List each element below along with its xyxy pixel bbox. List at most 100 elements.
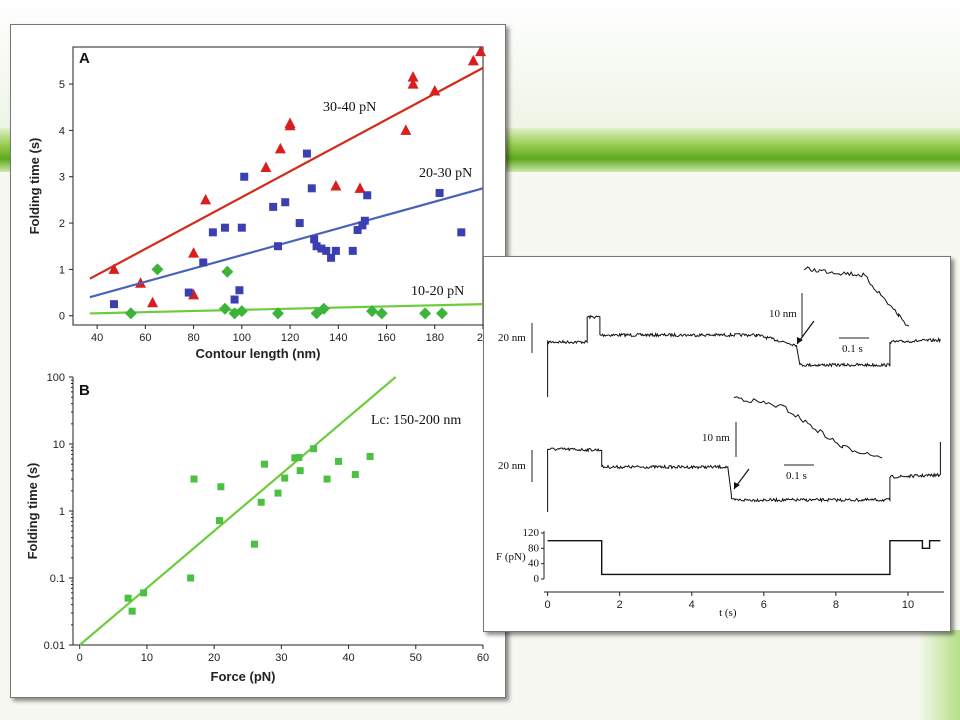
chart-a-data-point <box>284 117 296 128</box>
chart-a-x-axis-label: Contour length (nm) <box>196 346 321 361</box>
chart-c: 0 2 4 6 8 10 t (s) 20 nm 10 nm 0.1 s 20 nm 10 nm 0.1… <box>496 266 944 619</box>
chart-a-data-point <box>307 184 316 193</box>
chart-c-scale-label-1: 20 nm <box>498 332 526 344</box>
chart-a-data-point <box>358 221 367 230</box>
chart-b-data-point <box>261 460 269 468</box>
chart-c-x-tick-label: 0 <box>545 599 551 611</box>
left-figure-svg: 40608010012014016018020012345Contour len… <box>25 45 489 684</box>
chart-a-series-annotation: 30-40 pN <box>323 100 376 115</box>
chart-a-data-point <box>220 223 229 232</box>
chart-c-inset-scale-label-2: 10 nm <box>702 432 730 444</box>
chart-a-data-point <box>360 216 369 225</box>
chart-a-data-point <box>269 202 278 211</box>
chart-c-force-tick-label: 40 <box>528 558 540 570</box>
chart-a-data-point <box>147 296 159 308</box>
chart-a-data-point <box>110 300 118 309</box>
chart-a-data-point <box>366 305 379 318</box>
chart-b-data-point <box>366 453 374 461</box>
chart-b-data-point <box>124 594 132 602</box>
chart-a-data-point <box>354 182 366 193</box>
chart-a-data-point <box>331 246 340 255</box>
chart-a-x-tick-label: 180 <box>426 332 444 344</box>
chart-c-x-tick-label: 4 <box>689 599 695 611</box>
chart-a-data-point <box>221 265 234 278</box>
chart-a-data-point <box>330 180 342 191</box>
chart-b-y-tick-label: 0.01 <box>44 640 65 652</box>
chart-a-x-tick-label: 160 <box>377 332 395 344</box>
chart-a-data-point <box>419 307 432 320</box>
chart-a-fit-line <box>89 66 484 280</box>
chart-b-data-point <box>140 589 148 597</box>
chart-b-data-point <box>190 475 198 483</box>
chart-b-x-tick-label: 10 <box>141 652 153 664</box>
chart-c-inset-time-label-1: 0.1 s <box>842 343 863 355</box>
chart-a-data-point <box>348 246 357 255</box>
chart-b-y-tick-label: 0.1 <box>50 573 65 585</box>
chart-c-force-tick-label: 80 <box>528 542 540 554</box>
chart-a-data-point <box>407 78 419 89</box>
chart-a-x-tick-label: 60 <box>139 332 151 344</box>
chart-b-x-tick-label: 60 <box>477 652 489 664</box>
chart-a-data-point <box>317 244 326 253</box>
chart-a-series-annotation: 20-30 pN <box>419 166 472 181</box>
chart-a-data-point <box>400 124 412 135</box>
chart-a-data-point <box>317 302 330 315</box>
chart-c-inset-time-label-2: 0.1 s <box>786 470 807 482</box>
chart-b-data-point <box>351 471 359 479</box>
chart-c-x-tick-label: 10 <box>902 599 914 611</box>
chart-a-data-point <box>407 71 419 82</box>
chart-c-inset-trace-1 <box>803 266 910 327</box>
chart-b-data-point <box>323 475 331 483</box>
chart-b-x-tick-label: 30 <box>275 652 287 664</box>
chart-a-data-point <box>208 228 217 237</box>
chart-a-y-tick-label: 4 <box>59 125 65 137</box>
chart-a-y-tick-label: 5 <box>59 79 65 91</box>
chart-a-data-point <box>274 242 282 251</box>
chart-a-data-point <box>124 307 137 320</box>
chart-b-x-tick-label: 20 <box>208 652 220 664</box>
chart-a-data-point <box>260 161 272 172</box>
chart-b-y-axis-label: Folding time (s) <box>25 463 40 560</box>
chart-a-x-tick-label: 100 <box>233 332 251 344</box>
chart-a-x-tick-label: 80 <box>187 332 199 344</box>
chart-a-data-point <box>184 288 193 297</box>
chart-a-fit-line <box>89 187 484 299</box>
chart-a-data-point <box>108 263 120 274</box>
chart-c-force-tick-label: 0 <box>534 573 540 585</box>
chart-a-data-point <box>312 242 321 251</box>
chart-c-force-axis-label: F (pN) <box>496 551 526 563</box>
chart-a-data-point <box>274 142 286 154</box>
chart-c-inset-scale-label-1: 10 nm <box>769 308 797 320</box>
chart-a-data-point <box>281 198 290 207</box>
chart-a-data-point <box>295 219 304 228</box>
chart-a-y-axis-label: Folding time (s) <box>27 138 42 235</box>
chart-a: 40608010012014016018020012345Contour len… <box>27 45 489 361</box>
chart-a-data-point <box>235 305 248 318</box>
chart-c-x-tick-label: 6 <box>761 599 767 611</box>
left-figure-panel: 40608010012014016018020012345Contour len… <box>10 24 506 698</box>
chart-a-data-point <box>188 247 200 258</box>
chart-a-data-point <box>429 85 441 96</box>
chart-a-data-point <box>240 172 249 181</box>
chart-a-y-tick-label: 1 <box>59 264 65 276</box>
chart-b-y-tick-label: 100 <box>47 372 65 384</box>
chart-a-data-point <box>322 246 331 255</box>
chart-b-x-axis-label: Force (pN) <box>211 669 276 684</box>
chart-b-data-point <box>187 574 195 582</box>
chart-b-annotation: Lc: 150-200 nm <box>371 413 461 428</box>
chart-c-arrowhead-2 <box>734 482 740 489</box>
chart-a-x-tick-label: 140 <box>329 332 347 344</box>
chart-b-data-point <box>296 467 304 475</box>
chart-b-data-point <box>310 445 318 453</box>
chart-b: 0 10 20 30 40 50 60 0.01 0.1 1 10 100 Force (pN) Fold… <box>25 372 489 684</box>
chart-b-x-tick-label: 40 <box>342 652 354 664</box>
chart-a-x-tick-label: 120 <box>281 332 299 344</box>
chart-b-y-tick-label: 1 <box>59 506 65 518</box>
chart-c-x-tick-label: 2 <box>617 599 623 611</box>
chart-b-data-point <box>257 498 265 506</box>
chart-b-fit-line <box>79 376 397 646</box>
chart-c-force-trace <box>547 540 941 576</box>
chart-c-extension-trace-2 <box>547 442 941 512</box>
right-figure-panel: 0 2 4 6 8 10 t (s) 20 nm 10 nm 0.1 s 20 nm 10 nm 0.1… <box>483 256 951 632</box>
chart-a-data-point <box>218 302 231 315</box>
